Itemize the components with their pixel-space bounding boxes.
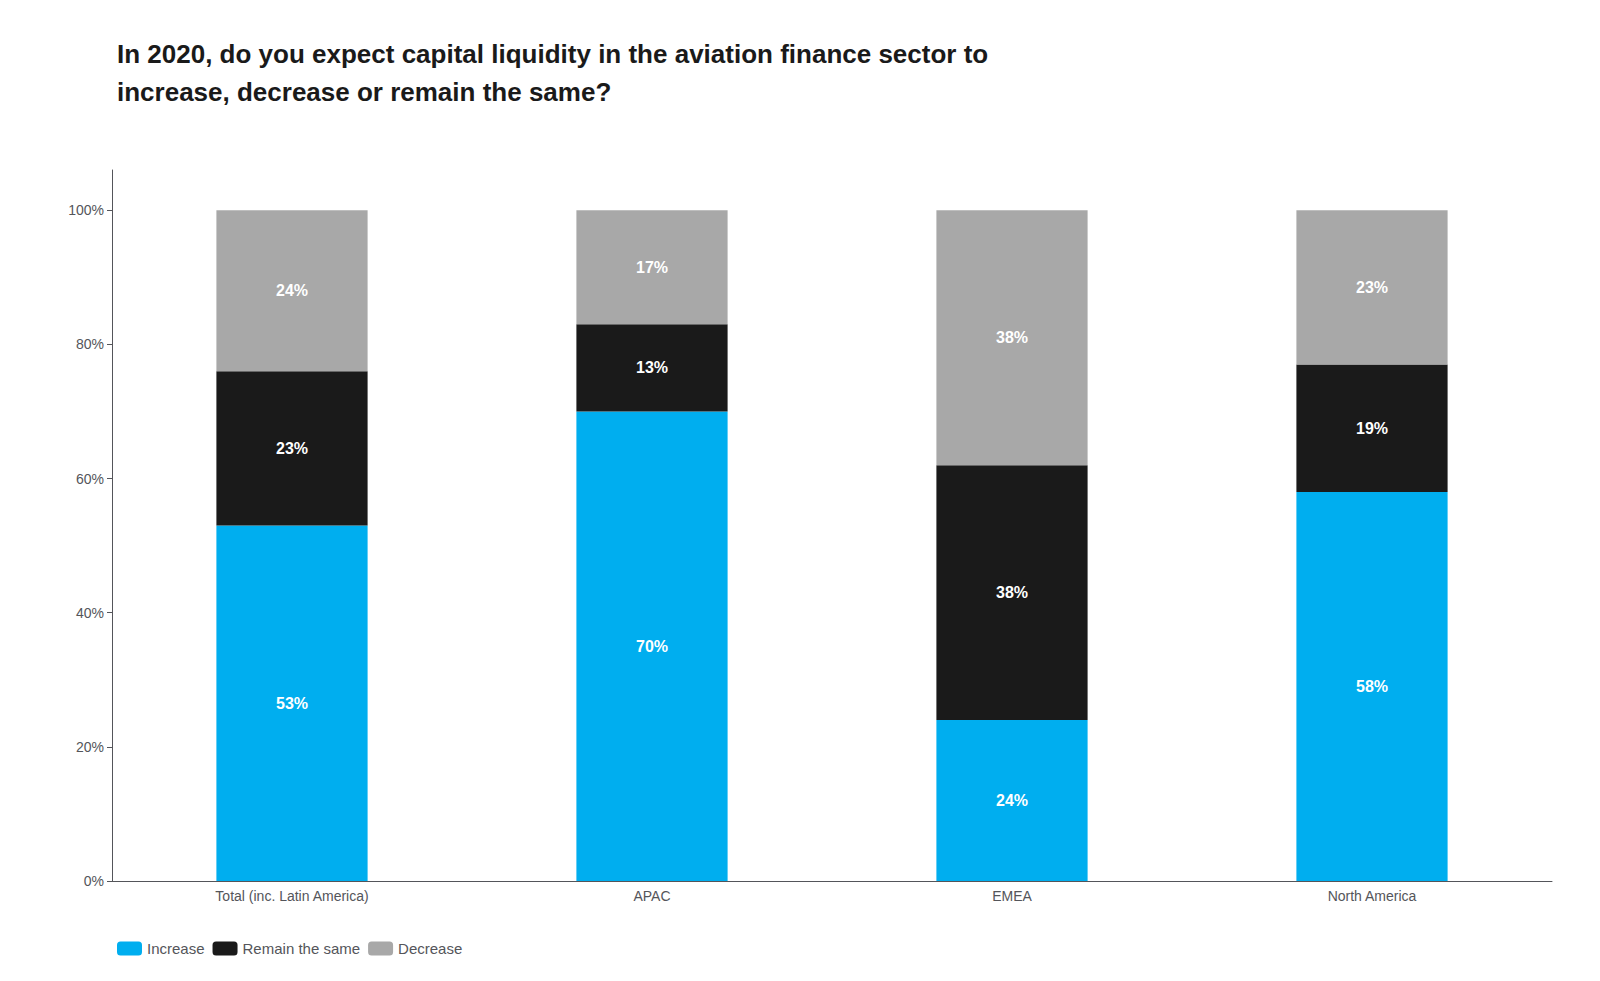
svg-text:38%: 38% (996, 584, 1028, 601)
svg-text:100%: 100% (68, 202, 104, 218)
svg-text:53%: 53% (276, 695, 308, 712)
svg-text:In 2020, do you expect capital: In 2020, do you expect capital liquidity… (117, 39, 988, 69)
svg-text:23%: 23% (1356, 279, 1388, 296)
svg-text:70%: 70% (636, 638, 668, 655)
svg-text:19%: 19% (1356, 420, 1388, 437)
svg-text:Decrease: Decrease (398, 940, 462, 957)
svg-text:58%: 58% (1356, 678, 1388, 695)
svg-text:APAC: APAC (633, 888, 670, 904)
svg-text:80%: 80% (76, 336, 104, 352)
svg-text:23%: 23% (276, 440, 308, 457)
svg-text:24%: 24% (996, 792, 1028, 809)
svg-text:20%: 20% (76, 739, 104, 755)
svg-text:40%: 40% (76, 605, 104, 621)
svg-text:EMEA: EMEA (992, 888, 1032, 904)
svg-text:24%: 24% (276, 282, 308, 299)
svg-text:increase, decrease or remain t: increase, decrease or remain the same? (117, 77, 611, 107)
svg-text:60%: 60% (76, 471, 104, 487)
svg-text:Remain the same: Remain the same (243, 940, 361, 957)
svg-text:North America: North America (1328, 888, 1417, 904)
svg-text:Total (inc. Latin America): Total (inc. Latin America) (215, 888, 368, 904)
svg-text:13%: 13% (636, 359, 668, 376)
svg-text:38%: 38% (996, 329, 1028, 346)
svg-text:0%: 0% (84, 873, 104, 889)
svg-text:17%: 17% (636, 259, 668, 276)
svg-text:Increase: Increase (147, 940, 205, 957)
